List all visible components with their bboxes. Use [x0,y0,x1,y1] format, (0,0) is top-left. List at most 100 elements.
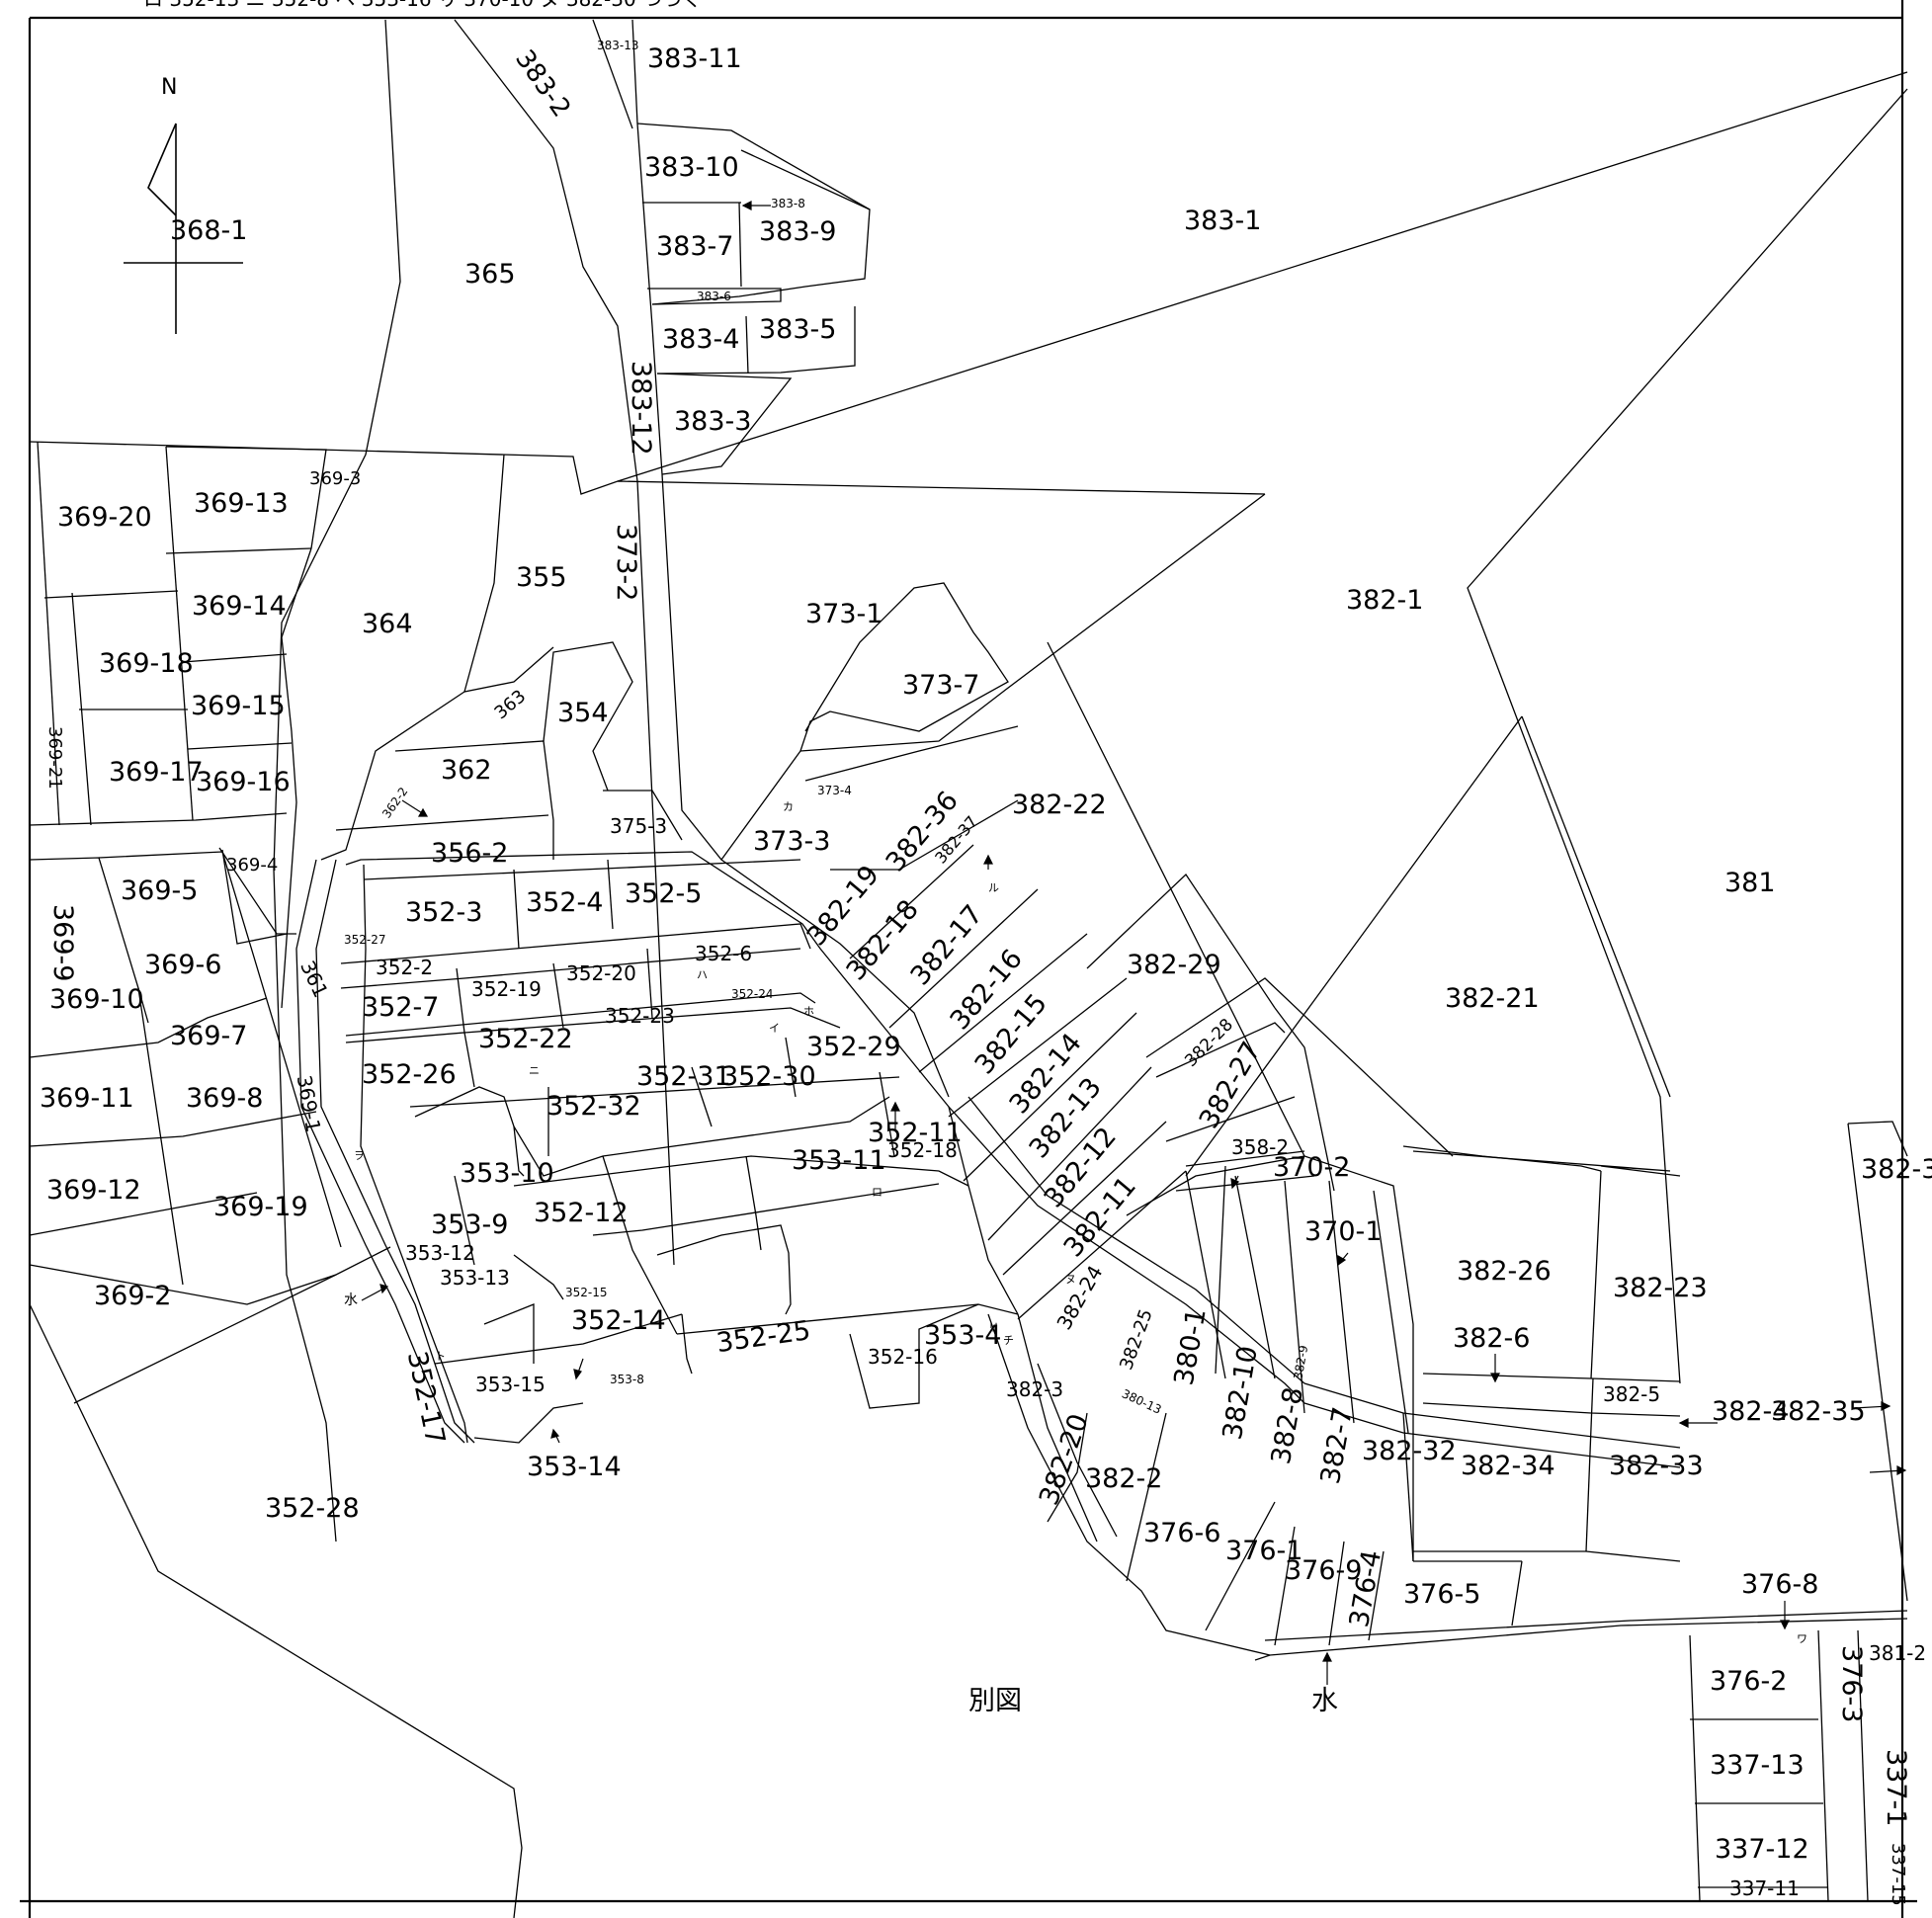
parcel-label: 369-19 [213,1192,308,1222]
parcel-label: 352-6 [695,942,752,965]
parcel-label: 369-10 [49,984,144,1015]
kana-mark: ハ [697,968,708,981]
parcel-label: 352-23 [605,1004,675,1028]
parcel-label: 369-11 [40,1083,134,1114]
parcel-label: 382-4 [1712,1396,1789,1427]
parcel-label: 369-3 [309,468,361,489]
parcel-label: 354 [557,698,609,728]
parcel-label: 352-18 [887,1138,958,1162]
parcel-label: 362 [441,755,492,786]
parcel-label: 382-24 [1051,1261,1107,1333]
parcel-label: 370-2 [1273,1152,1350,1183]
parcel-label: 373-7 [902,670,979,701]
kana-mark: リ [988,1321,999,1334]
parcel-label: 381-2 [1869,1641,1926,1665]
separate-sheet-label: 別図 [968,1686,1022,1716]
parcel-label: 383-1 [1184,206,1261,236]
parcel-label: 383-7 [656,231,733,262]
parcel-label: 352-31 [636,1061,731,1092]
parcel-label: 382-34 [1461,1451,1555,1481]
parcel-label: 382-29 [1127,950,1221,980]
parcel-label: 352-19 [471,977,542,1001]
water-label: 水 [344,1293,358,1308]
kana-mark: ヲ [354,1149,365,1162]
kana-mark: ニ [529,1064,540,1077]
parcel-label: 364 [362,609,413,639]
parcel-label: 352-22 [478,1024,573,1054]
parcel-label: 382-20 [1034,1410,1095,1509]
parcel-label: 383-5 [759,314,836,345]
parcel-label: 352-24 [731,987,774,1001]
parcel-label: 380-1 [1169,1306,1213,1388]
parcel-label: 382-22 [1012,790,1107,820]
parcel-label: 383-10 [644,152,739,183]
parcel-label: 352-25 [714,1315,812,1359]
parcel-label: 382-6 [1453,1323,1530,1354]
parcel-label: 369-5 [121,876,198,906]
parcel-label: 369-7 [170,1021,247,1051]
parcel-label: 376-6 [1143,1518,1220,1548]
parcel-label: 352-17 [401,1349,451,1448]
parcel-label: 363 [490,686,530,723]
parcel-label: 369-12 [46,1175,141,1206]
parcel-label: 369-9 [47,904,78,981]
parcel-label: 353-4 [924,1320,1001,1351]
parcel-label: 382-10 [1218,1344,1264,1443]
parcel-label: 352-32 [546,1091,641,1122]
parcel-label: 353-9 [431,1209,508,1240]
water-label: 水 [1311,1686,1338,1716]
parcel-label: 369-6 [144,950,221,980]
parcel-label: 352-29 [806,1032,901,1062]
north-arrow-icon [124,123,243,334]
header-strip: ロ 352-13 ニ 352-8 ヘ 353-16 リ 370-10 ヌ 382… [143,0,702,11]
road-lines [295,859,1681,1468]
parcel-label: 382-21 [1445,983,1540,1014]
parcel-label: 383-4 [662,324,739,355]
parcel-label: 355 [516,562,567,593]
kana-mark: チ [1003,1334,1014,1347]
kana-mark: イ [769,1022,780,1035]
parcel-label: 352-5 [625,878,702,909]
parcel-label: 352-3 [405,897,482,928]
parcel-label: 369-16 [196,767,291,797]
parcel-labels: 383-2 383-13 383-11 383-10 383-8 383-7 3… [40,39,1932,1906]
parcel-label: 383-2 [509,44,576,123]
parcel-label: 353-13 [440,1266,510,1290]
parcel-label: 382-23 [1613,1273,1708,1303]
parcel-label: 376-2 [1710,1666,1787,1697]
parcel-label: 370-1 [1304,1216,1382,1247]
parcel-label: 337-1 [1881,1749,1911,1826]
parcel-label: 382-3 [1006,1377,1063,1401]
parcel-label: 352-27 [344,933,386,947]
parcel-label: 352-26 [362,1059,457,1090]
parcel-label: 369-18 [99,648,194,679]
parcel-label: 353-14 [527,1452,622,1482]
parcel-label: 382-1 [1346,585,1423,616]
parcel-label: 352-16 [868,1345,938,1369]
parcel-label: 373-2 [611,524,641,601]
parcel-label: 361 [295,957,333,1001]
parcel-label: 352-11 [868,1118,963,1148]
parcel-label: 337-11 [1729,1876,1800,1900]
parcel-label: 368-1 [170,215,247,246]
parcel-label: 337-12 [1715,1834,1809,1865]
parcel-label: 353-11 [792,1145,886,1176]
parcel-label: 383-12 [626,361,656,456]
parcel-label: 382-7 [1315,1405,1359,1487]
parcel-label: 369-2 [94,1281,171,1311]
kana-mark: ヌ [1065,1273,1076,1286]
kana-mark: ト [435,1350,446,1363]
parcel-label: 383-6 [697,290,731,303]
parcel-label: 352-14 [571,1305,666,1336]
parcel-label: 352-28 [265,1493,360,1524]
parcel-label: 369-14 [192,591,287,622]
parcel-label: 376-5 [1403,1579,1480,1610]
parcel-label: 369-8 [186,1083,263,1114]
parcel-label: 382-33 [1609,1451,1704,1481]
kana-mark: ロ [872,1186,882,1199]
parcel-label: 382-31 [1861,1154,1932,1185]
parcel-label: 376-9 [1285,1555,1362,1586]
parcel-label: 353-10 [460,1158,554,1189]
parcel-label: 373-4 [817,784,852,797]
